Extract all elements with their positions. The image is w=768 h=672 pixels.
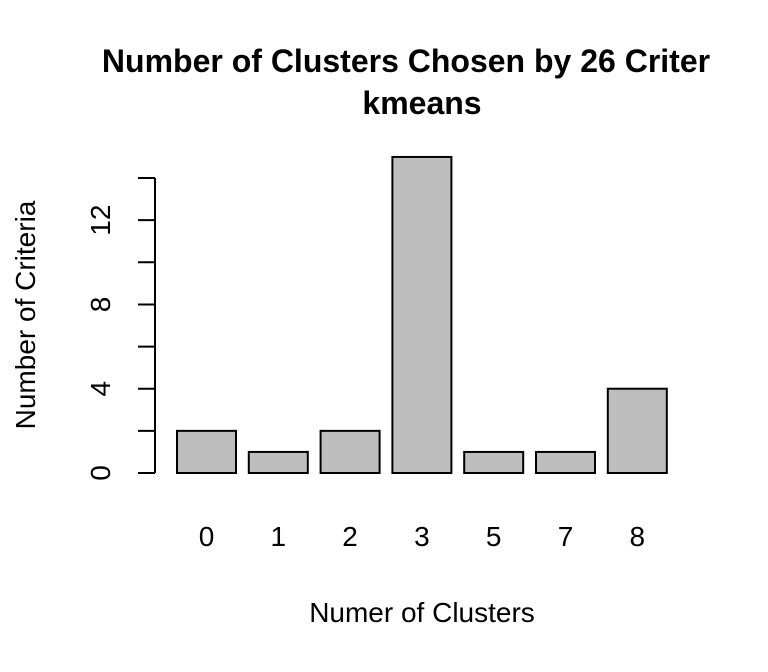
x-tick-labels: 0 1 2 3 5 7 8 [199, 521, 645, 552]
bars [176, 155, 668, 474]
x-tick-label: 8 [630, 521, 646, 552]
y-tick-label: 12 [85, 205, 116, 236]
bar-5 [463, 450, 525, 474]
x-tick-label: 7 [558, 521, 574, 552]
bar-0 [176, 429, 237, 474]
y-tick-label: 8 [85, 297, 116, 313]
x-tick-label: 0 [199, 521, 215, 552]
bar-2 [319, 429, 381, 474]
chart-subtitle: kmeans [362, 85, 481, 121]
y-tick-label: 4 [85, 381, 116, 397]
x-axis-label: Numer of Clusters [309, 597, 535, 628]
x-tick-label: 3 [414, 521, 430, 552]
y-axis: 0 4 8 12 [85, 177, 156, 481]
y-tick-label: 0 [85, 465, 116, 481]
x-tick-label: 5 [486, 521, 502, 552]
chart-title: Number of Clusters Chosen by 26 Criter [102, 43, 710, 79]
bar-7 [535, 450, 596, 474]
x-tick-label: 2 [342, 521, 358, 552]
bar-1 [247, 450, 309, 474]
bar-3 [391, 155, 453, 474]
x-tick-label: 1 [271, 521, 287, 552]
y-axis-label: Number of Criteria [10, 200, 41, 429]
bar-8 [606, 387, 668, 474]
